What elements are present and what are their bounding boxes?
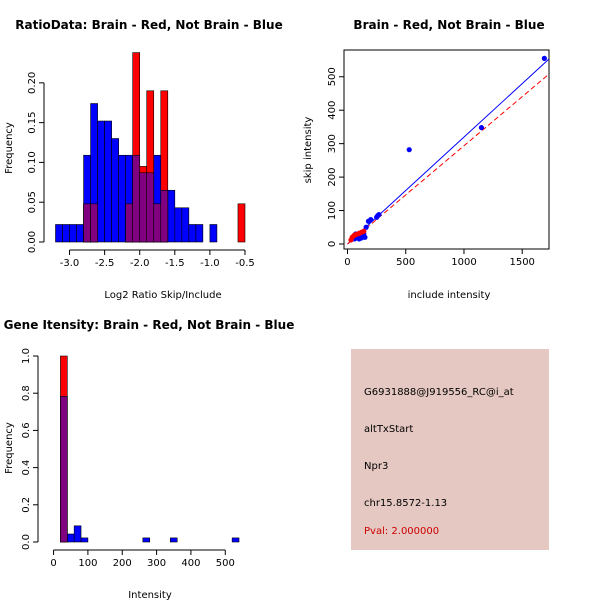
scatter-xlabel: include intensity	[408, 290, 491, 301]
intensity-hist-ylabel: Frequency	[4, 422, 15, 474]
histogram-bar	[80, 537, 89, 543]
histogram-bar	[167, 189, 176, 243]
histogram-overlap-bar	[153, 203, 162, 243]
x-tick-label: 300	[147, 558, 166, 569]
x-tick-label: 400	[181, 558, 200, 569]
probe-id-text: G6931888@J919556_RC@i_at	[364, 387, 514, 398]
scatter-y-axis: 0 100 200 300 400 500	[327, 67, 345, 247]
histogram-bar	[55, 224, 63, 243]
histogram-bar	[76, 224, 84, 243]
y-tick-label: 0.15	[27, 111, 38, 133]
x-tick-label: 0	[50, 558, 56, 569]
histogram-bar	[170, 537, 178, 543]
x-tick-label: 500	[216, 558, 235, 569]
y-tick-label: 300	[327, 134, 338, 153]
intensity-hist-title: Gene Itensity: Brain - Red, Not Brain - …	[4, 318, 295, 332]
y-tick-label: 500	[327, 67, 338, 86]
histogram-bar	[69, 224, 77, 243]
scatter-title: Brain - Red, Not Brain - Blue	[353, 18, 544, 32]
scatter-x-axis: 0 500 1000 1500	[344, 248, 535, 268]
y-tick-label: 0.4	[21, 460, 32, 476]
event-type-text: altTxStart	[364, 424, 414, 435]
y-tick-label: 0.05	[27, 191, 38, 213]
ratio-hist-bars	[55, 52, 246, 243]
histogram-bar	[237, 203, 246, 243]
histogram-bar	[188, 224, 197, 243]
scatter-point	[374, 214, 380, 220]
x-tick-label: 1500	[509, 257, 534, 268]
x-tick-label: -2.5	[95, 258, 115, 269]
scatter-point	[363, 224, 369, 230]
scatter-point	[361, 228, 367, 234]
histogram-overlap-bar	[60, 396, 68, 543]
histogram-overlap-bar	[160, 189, 169, 243]
histogram-bar	[118, 154, 126, 243]
ratio-histogram-panel: RatioData: Brain - Red, Not Brain - Blue…	[4, 18, 283, 301]
x-tick-label: -1.5	[165, 258, 185, 269]
histogram-bar	[66, 533, 75, 543]
histogram-overlap-bar	[146, 172, 155, 243]
scatter-ylabel: skip intensity	[303, 117, 314, 184]
histogram-overlap-bar	[132, 154, 141, 243]
histogram-overlap-bar	[90, 203, 98, 243]
pval-text: Pval: 2.000000	[364, 526, 440, 537]
y-tick-label: 0.6	[21, 422, 32, 438]
intensity-scatter-panel: Brain - Red, Not Brain - Blue include in…	[303, 18, 550, 301]
intensity-hist-xlabel: Intensity	[128, 590, 172, 600]
y-tick-label: 0.10	[27, 151, 38, 173]
y-tick-label: 0.0	[21, 534, 32, 550]
y-tick-label: 0.20	[27, 72, 38, 94]
ratio-hist-y-axis: 0.00 0.05 0.10 0.15 0.20	[27, 72, 45, 253]
histogram-bar	[104, 120, 112, 243]
ratio-hist-title: RatioData: Brain - Red, Not Brain - Blue	[15, 18, 282, 32]
histogram-bar	[209, 224, 218, 243]
x-tick-label: -2.0	[130, 258, 150, 269]
histogram-overlap-bar	[139, 172, 148, 243]
histogram-bar	[97, 120, 105, 243]
x-tick-label: -0.5	[235, 258, 255, 269]
histogram-bar	[62, 224, 70, 243]
y-tick-label: 200	[327, 168, 338, 187]
scatter-point	[541, 55, 547, 61]
y-tick-label: 0.2	[21, 497, 32, 513]
x-tick-label: -1.0	[200, 258, 220, 269]
histogram-bar	[142, 537, 151, 543]
scatter-point	[406, 147, 412, 153]
x-tick-label: 200	[113, 558, 132, 569]
x-tick-label: -3.0	[60, 258, 80, 269]
x-tick-label: 500	[396, 257, 415, 268]
ratio-hist-x-axis: -3.0 -2.5 -2.0 -1.5 -1.0 -0.5	[60, 249, 255, 269]
histogram-bar	[111, 138, 119, 243]
histogram-bar	[181, 207, 190, 243]
y-tick-label: 100	[327, 201, 338, 220]
scatter-points	[348, 55, 547, 243]
y-tick-label: 0.00	[27, 231, 38, 253]
info-panel: G6931888@J919556_RC@i_at altTxStart Npr3…	[351, 349, 549, 550]
histogram-bar	[231, 537, 240, 543]
y-tick-label: 0	[327, 241, 338, 247]
y-tick-label: 0.8	[21, 385, 32, 401]
gene-name-text: Npr3	[364, 461, 389, 472]
location-text: chr15.8572-1.13	[364, 498, 448, 509]
x-tick-label: 1000	[451, 257, 476, 268]
intensity-hist-bars	[60, 355, 240, 543]
y-tick-label: 1.0	[21, 348, 32, 364]
histogram-bar	[73, 525, 82, 543]
ratio-hist-xlabel: Log2 Ratio Skip/Include	[104, 290, 221, 301]
intensity-histogram-panel: Gene Itensity: Brain - Red, Not Brain - …	[4, 318, 295, 601]
x-tick-label: 0	[344, 257, 350, 268]
y-tick-label: 400	[327, 101, 338, 120]
histogram-overlap-bar	[83, 203, 91, 243]
ratio-hist-ylabel: Frequency	[4, 122, 15, 174]
scatter-point	[478, 124, 485, 131]
histogram-bar	[174, 207, 183, 243]
scatter-point	[365, 218, 372, 224]
histogram-overlap-bar	[125, 203, 134, 243]
intensity-hist-x-axis: 0 100 200 300 400 500	[50, 549, 235, 569]
x-tick-label: 100	[78, 558, 97, 569]
intensity-hist-y-axis: 0.0 0.2 0.4 0.6 0.8 1.0	[21, 348, 39, 550]
histogram-bar	[195, 224, 204, 243]
